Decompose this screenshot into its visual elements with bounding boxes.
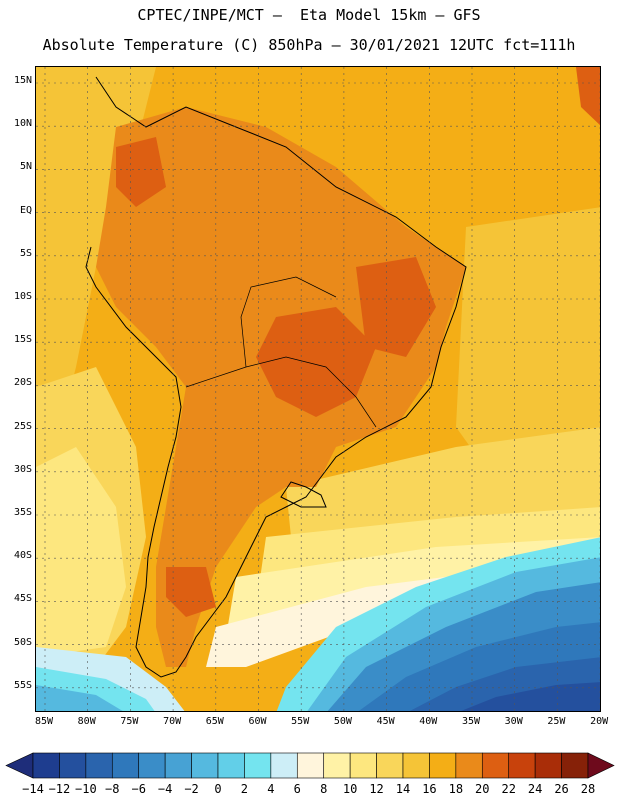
longitude-label: 30W [504, 716, 523, 727]
colorbar-swatch [217, 752, 245, 779]
colorbar-tick-label: 24 [527, 782, 543, 796]
longitude-label: 45W [376, 716, 395, 727]
latitude-label: 5N [19, 161, 32, 173]
latitude-label: 5S [19, 247, 32, 259]
colorbar-tick-label: 4 [267, 782, 275, 796]
colorbar-swatch [111, 752, 140, 779]
colorbar-swatch [429, 752, 457, 779]
latitude-label: 10N [13, 118, 32, 130]
latitude-label: 30S [13, 463, 32, 475]
latitude-label: 15N [13, 75, 32, 86]
color-scale-legend [5, 752, 615, 779]
colorbar-tick-label: 8 [320, 782, 328, 796]
longitude-label: 25W [547, 716, 566, 727]
longitude-label: 55W [291, 716, 310, 727]
colorbar-tick-label: 20 [475, 782, 490, 796]
colorbar-swatch [296, 752, 325, 779]
latitude-label: EQ [19, 204, 32, 216]
colorbar-min-arrow [5, 752, 34, 779]
colorbar-swatch [508, 752, 536, 779]
temperature-map [35, 66, 601, 712]
colorbar-tick-label: −8 [105, 782, 120, 796]
longitude-label: 80W [77, 716, 96, 727]
colorbar-swatch [349, 752, 377, 779]
map-title-line-1: CPTEC/INPE/MCT – Eta Model 15km – GFS [137, 6, 481, 24]
longitude-label: 75W [120, 716, 139, 727]
colorbar-swatch [402, 752, 430, 779]
colorbar-swatch [481, 752, 510, 779]
colorbar-tick-label: 6 [293, 782, 301, 796]
longitude-label: 40W [419, 716, 438, 727]
latitude-label: 45S [13, 593, 32, 605]
colorbar-swatch [138, 752, 166, 779]
colorbar-swatch [59, 752, 87, 779]
latitude-label: 40S [13, 550, 32, 562]
colorbar-tick-label: 22 [501, 782, 516, 796]
temperature-field [36, 67, 600, 711]
latitude-label: 50S [13, 636, 32, 648]
latitude-label: 35S [13, 507, 32, 518]
colorbar-tick-label: 14 [395, 782, 411, 796]
colorbar-swatch [561, 752, 589, 779]
colorbar-tick-label: 2 [240, 782, 249, 796]
longitude-label: 20W [590, 716, 609, 727]
longitude-label: 60W [248, 716, 267, 727]
colorbar-tick-label: 12 [369, 782, 384, 796]
colorbar-swatch [85, 752, 113, 779]
colorbar-tick-label: −10 [75, 782, 97, 796]
latitude-label: 10S [13, 291, 32, 302]
colorbar-tick-label: 28 [580, 782, 596, 796]
colorbar-tick-label: −4 [157, 782, 173, 796]
longitude-label: 65W [205, 716, 224, 727]
longitude-label: 50W [333, 716, 352, 727]
colorbar-tick-label: 26 [554, 782, 569, 796]
colorbar-tick-label: 0 [214, 782, 222, 796]
map-title-line-2: Absolute Temperature (C) 850hPa – 30/01/… [42, 36, 576, 54]
colorbar-swatch [270, 752, 298, 779]
colorbar-tick-label: −14 [22, 782, 44, 796]
latitude-label: 55S [13, 679, 32, 691]
colorbar-tick-label: −6 [131, 782, 146, 796]
colorbar-swatch [534, 752, 562, 779]
longitude-label: 70W [163, 716, 182, 727]
colorbar-swatch [244, 752, 272, 779]
longitude-label: 35W [461, 716, 481, 727]
colorbar-swatch [323, 752, 351, 779]
longitude-label: 85W [34, 716, 54, 727]
colorbar-swatch [376, 752, 404, 779]
latitude-label: 25S [13, 420, 32, 432]
colorbar-swatch [455, 752, 483, 779]
colorbar-swatch [164, 752, 192, 779]
colorbar-tick-label: 18 [448, 782, 464, 796]
colorbar-tick-label: −2 [184, 782, 199, 796]
colorbar-swatch [191, 752, 219, 779]
colorbar-max-arrow [587, 752, 615, 779]
latitude-label: 15S [13, 334, 32, 346]
colorbar-swatch [32, 752, 60, 779]
colorbar-tick-label: 10 [342, 782, 358, 796]
colorbar-tick-label: 16 [422, 782, 437, 796]
latitude-label: 20S [13, 377, 32, 389]
colorbar-tick-label: −12 [48, 782, 71, 796]
